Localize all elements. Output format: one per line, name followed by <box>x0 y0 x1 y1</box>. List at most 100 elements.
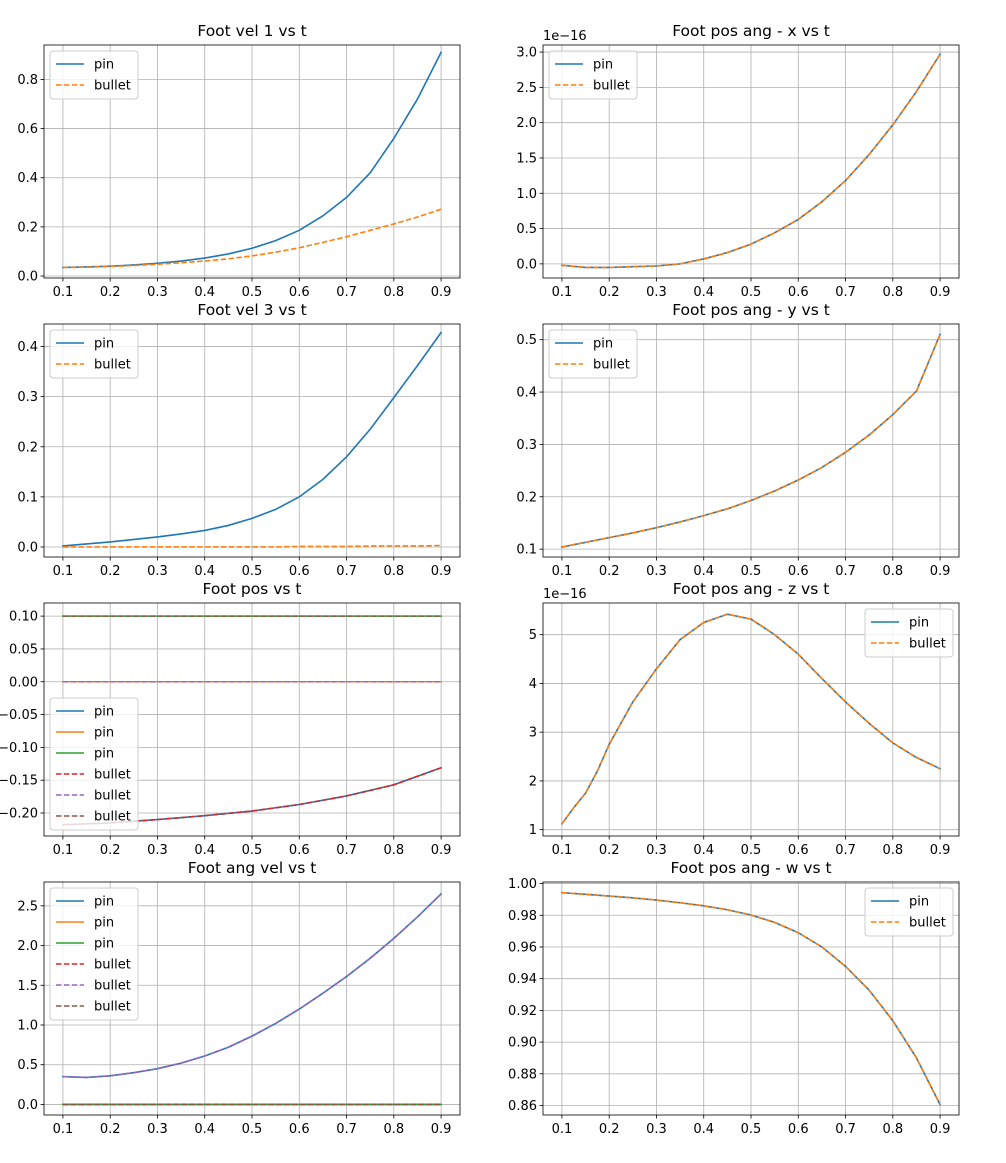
x-tick-label: 0.8 <box>383 843 404 858</box>
x-tick-label: 0.6 <box>289 843 310 858</box>
x-tick-label: 0.2 <box>100 843 121 858</box>
y-tick-label: 2.5 <box>17 899 38 914</box>
y-tick-label: 0.5 <box>516 222 537 237</box>
y-tick-label: 2 <box>529 774 537 789</box>
legend: pin pin pin bullet bullet bullet <box>49 887 139 1021</box>
y-tick-label: 0.3 <box>17 390 38 405</box>
y-tick-label: 0.3 <box>516 438 537 453</box>
y-tick-label: 0.0 <box>516 257 537 272</box>
y-tick-label: 3.0 <box>516 46 537 61</box>
y-tick-label: 0.98 <box>508 909 537 924</box>
x-tick-label: 0.4 <box>693 843 714 858</box>
legend-label: bullet <box>94 789 131 804</box>
y-tick-label: 5 <box>529 628 537 643</box>
x-tick-label: 0.9 <box>431 285 452 300</box>
subplot-7: 0.1 0.2 0.3 0.4 0.5 0.6 0.7 0.8 0.9 0.0 0.5 1.0 1.5 2… <box>17 859 461 1137</box>
x-tick-label: 0.9 <box>930 285 951 300</box>
x-tick-label: 0.3 <box>147 843 168 858</box>
legend-label: bullet <box>94 810 131 825</box>
legend: pin bullet <box>49 50 139 100</box>
y-tick-label: 0.5 <box>17 1058 38 1073</box>
x-tick-label: 0.5 <box>242 564 263 579</box>
subplot-4: 0.1 0.2 0.3 0.4 0.5 0.6 0.7 0.8 0.9 0.1 0.2 0.3 0.4 0… <box>516 301 960 579</box>
series-line-bullet <box>62 208 442 269</box>
x-tick-label: 0.3 <box>646 564 667 579</box>
y-tick-label: 0.4 <box>17 171 38 186</box>
subplot-3: 0.1 0.2 0.3 0.4 0.5 0.6 0.7 0.8 0.9 0.0 0.1 0.2 0.3 0… <box>17 301 461 579</box>
y-tick-label: 0.0 <box>17 1098 38 1113</box>
legend: pin pin pin bullet bullet bullet <box>49 697 139 831</box>
y-tick-label: 0.86 <box>508 1099 537 1114</box>
x-tick-label: 0.8 <box>383 564 404 579</box>
legend-box <box>548 329 638 379</box>
legend-label: pin <box>909 616 929 631</box>
x-tick-label: 0.7 <box>835 285 856 300</box>
legend: pin bullet <box>49 329 139 379</box>
x-tick-label: 0.8 <box>882 564 903 579</box>
x-tick-label: 0.5 <box>741 285 762 300</box>
y-tick-label: −0.05 <box>0 708 38 723</box>
x-tick-label: 0.9 <box>431 843 452 858</box>
y-tick-label: 0.94 <box>508 972 537 987</box>
x-tick-label: 0.2 <box>100 564 121 579</box>
x-tick-label: 0.3 <box>147 1122 168 1137</box>
x-tick-label: 0.9 <box>930 843 951 858</box>
x-tick-label: 0.6 <box>788 843 809 858</box>
y-tick-label: −0.10 <box>0 741 38 756</box>
legend-label: pin <box>94 705 114 720</box>
x-tick-label: 0.9 <box>431 1122 452 1137</box>
legend: pin bullet <box>548 329 638 379</box>
subplot-1: 0.1 0.2 0.3 0.4 0.5 0.6 0.7 0.8 0.9 0.0 0.2 0.4 0.6 0… <box>17 22 461 300</box>
chart-title: Foot ang vel vs t <box>188 859 317 877</box>
legend-box <box>864 887 954 937</box>
y-tick-label: 0.96 <box>508 940 537 955</box>
x-tick-label: 0.5 <box>741 1122 762 1137</box>
x-tick-label: 0.2 <box>599 564 620 579</box>
x-tick-label: 0.5 <box>242 285 263 300</box>
x-tick-label: 0.1 <box>552 1122 573 1137</box>
y-tick-label: 0.90 <box>508 1036 537 1051</box>
x-tick-label: 0.1 <box>53 843 74 858</box>
x-tick-label: 0.7 <box>835 564 856 579</box>
legend-box <box>49 50 139 100</box>
x-tick-label: 0.7 <box>336 1122 357 1137</box>
axes-frame <box>542 881 960 1116</box>
axes-frame <box>542 44 960 279</box>
x-tick-label: 0.5 <box>741 843 762 858</box>
x-tick-label: 0.7 <box>336 843 357 858</box>
legend-label: bullet <box>94 1000 131 1015</box>
y-tick-label: 0.4 <box>516 386 537 401</box>
axis-offset-text: 1e−16 <box>543 587 587 602</box>
y-tick-label: 0.2 <box>17 440 38 455</box>
legend-label: pin <box>94 895 114 910</box>
y-tick-label: −0.20 <box>0 807 38 822</box>
x-tick-label: 0.8 <box>882 285 903 300</box>
y-tick-label: 2.0 <box>516 116 537 131</box>
y-tick-label: −0.15 <box>0 774 38 789</box>
legend-label: pin <box>909 895 929 910</box>
axes-frame <box>43 44 461 279</box>
y-tick-label: 1.5 <box>17 979 38 994</box>
x-tick-label: 0.8 <box>383 1122 404 1137</box>
legend-label: bullet <box>593 358 630 373</box>
chart-title: Foot pos ang - y vs t <box>672 301 830 319</box>
x-tick-label: 0.1 <box>552 285 573 300</box>
series-line-bullet <box>561 891 941 1106</box>
subplot-2: 0.1 0.2 0.3 0.4 0.5 0.6 0.7 0.8 0.9 0.0 0.5 1.0 1.5 2… <box>516 22 960 300</box>
legend-box <box>49 697 139 831</box>
axes-frame <box>43 323 461 558</box>
x-tick-label: 0.1 <box>552 843 573 858</box>
chart-title: Foot vel 1 vs t <box>197 22 306 40</box>
y-tick-label: 2.0 <box>17 939 38 954</box>
x-tick-label: 0.6 <box>788 1122 809 1137</box>
x-tick-label: 0.6 <box>289 564 310 579</box>
x-tick-label: 0.6 <box>289 1122 310 1137</box>
series-line-bullet <box>561 334 941 548</box>
x-tick-label: 0.2 <box>599 285 620 300</box>
legend-label: pin <box>94 747 114 762</box>
y-tick-label: 0.4 <box>17 340 38 355</box>
x-tick-label: 0.5 <box>242 843 263 858</box>
legend-label: pin <box>94 726 114 741</box>
x-tick-label: 0.9 <box>930 1122 951 1137</box>
x-tick-label: 0.4 <box>194 564 215 579</box>
